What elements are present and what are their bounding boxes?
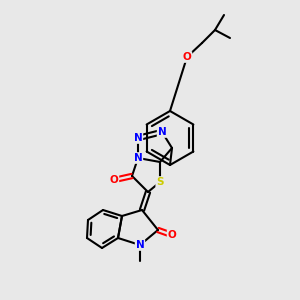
Text: N: N: [136, 240, 144, 250]
Text: N: N: [158, 127, 166, 137]
Text: N: N: [134, 153, 142, 163]
Text: O: O: [110, 175, 118, 185]
Text: O: O: [183, 52, 191, 62]
Text: O: O: [168, 230, 176, 240]
Text: N: N: [134, 133, 142, 143]
Text: S: S: [156, 177, 164, 187]
